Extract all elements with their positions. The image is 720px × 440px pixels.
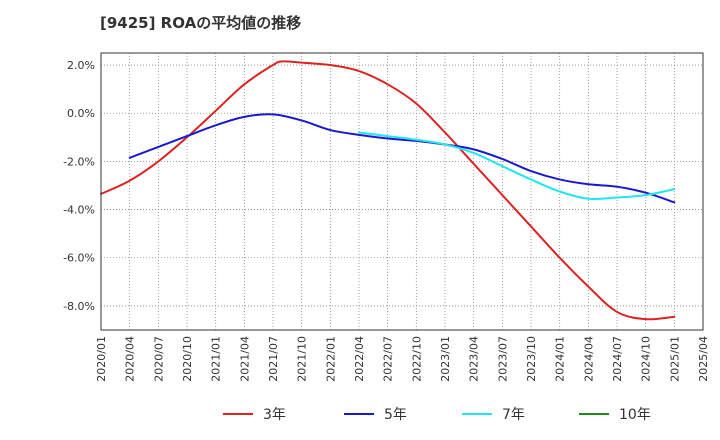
- chart-title: [9425] ROAの平均値の推移: [100, 14, 302, 32]
- series-layer: [100, 60, 676, 321]
- series-line-7年: [358, 131, 676, 201]
- x-tick-label: 2020/07: [152, 336, 165, 382]
- x-tick-label: 2022/01: [324, 336, 337, 382]
- x-tick-label: 2023/10: [525, 336, 538, 382]
- plot-area: [101, 53, 703, 330]
- x-tick-label: 2023/07: [496, 336, 509, 382]
- x-tick-label: 2024/07: [611, 336, 624, 382]
- x-tick-label: 2022/07: [382, 336, 395, 382]
- y-tick-label: 0.0%: [67, 107, 95, 120]
- x-tick-label: 2020/01: [95, 336, 108, 382]
- legend-label-10年: 10年: [619, 407, 651, 423]
- x-axis-ticks: 2020/01 2020/04 2020/07 2020/10 2021/01 2021/…: [95, 336, 710, 382]
- x-tick-label: 2025/01: [668, 336, 681, 382]
- legend-label-3年: 3年: [263, 407, 286, 423]
- x-tick-label: 2022/10: [410, 336, 423, 382]
- y-tick-label: -8.0%: [63, 300, 95, 313]
- y-tick-label: 2.0%: [67, 59, 95, 72]
- x-tick-label: 2024/10: [640, 336, 653, 382]
- x-tick-label: 2021/01: [210, 336, 223, 382]
- series-line-3年: [100, 60, 676, 321]
- x-tick-label: 2025/04: [697, 336, 710, 382]
- legend-label-5年: 5年: [384, 407, 407, 423]
- x-tick-label: 2020/04: [124, 336, 137, 382]
- x-tick-label: 2024/04: [582, 336, 595, 382]
- y-axis-ticks: 2.0% 0.0% -2.0% -4.0% -6.0% -8.0%: [63, 59, 95, 313]
- y-tick-label: -4.0%: [63, 204, 95, 217]
- plot-border: [100, 52, 704, 331]
- legend-label-7年: 7年: [502, 407, 525, 423]
- y-tick-label: -2.0%: [63, 155, 95, 168]
- y-tick-label: -6.0%: [63, 252, 95, 265]
- x-tick-label: 2022/04: [353, 336, 366, 382]
- x-tick-label: 2021/07: [267, 336, 280, 382]
- x-tick-label: 2023/01: [439, 336, 452, 382]
- series-line-5年: [128, 113, 676, 204]
- x-tick-label: 2021/10: [296, 336, 309, 382]
- x-tick-label: 2023/04: [468, 336, 481, 382]
- x-tick-label: 2024/01: [554, 336, 567, 382]
- grid-layer: [100, 53, 704, 330]
- x-tick-label: 2021/04: [238, 336, 251, 382]
- legend: 3年 5年 7年 10年: [223, 407, 651, 423]
- x-tick-label: 2020/10: [181, 336, 194, 382]
